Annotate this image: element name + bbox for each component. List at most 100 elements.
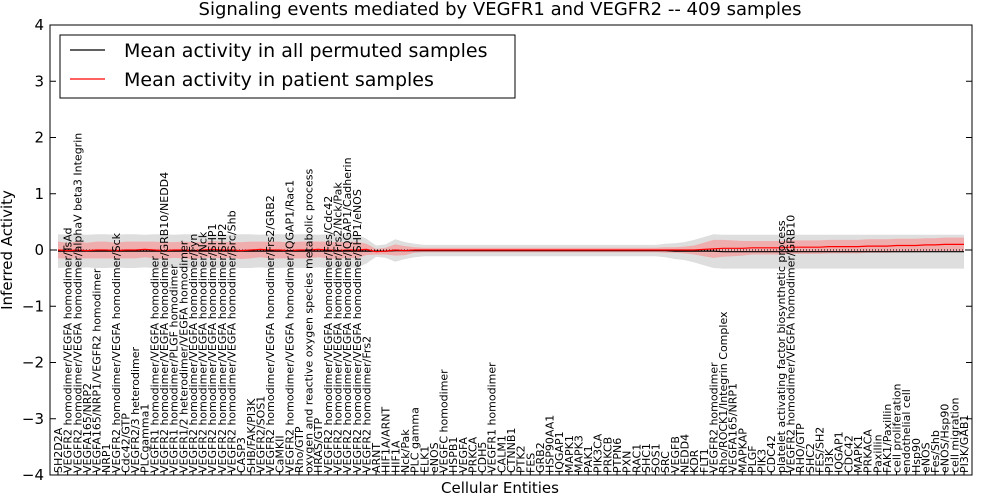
legend: Mean activity in all permuted samples Me… [59, 34, 516, 99]
category-label: PIK3CA [592, 433, 605, 473]
category-label: VEGFA165/NRP1 [727, 383, 740, 473]
y-tick-label: −2 [22, 354, 44, 372]
category-label: VEGFR2 homodimer/VEGFA homodimer/GRB10 [785, 215, 798, 473]
plot-frame [49, 24, 973, 476]
category-label: CDH5 [476, 442, 489, 473]
category-label: PRKCB [601, 437, 614, 473]
category-label: ARNT [370, 443, 383, 473]
category-label: FES/SH2 [813, 427, 826, 473]
category-label: Rho/ROCK1/Integrin Complex [717, 311, 730, 473]
category-label: NEDD4 [679, 434, 692, 473]
category-label: SOS1 [650, 443, 663, 473]
y-tick-label: 3 [34, 72, 44, 90]
x-axis-label: Cellular Entities [441, 479, 559, 497]
category-label: FLT1 [698, 448, 711, 473]
category-label: SRC [659, 451, 672, 473]
category-label: PLCgamma1 [139, 404, 152, 473]
y-axis-ticks: −4 −3 −2 −1 0 1 2 3 4 [22, 16, 972, 484]
category-label: VEGFR2 homodimer/VEGFA homodimer/GRB10/N… [158, 172, 171, 473]
category-label: HRAS/GTP [312, 417, 325, 473]
category-label: platelet activating factor biosynthetic … [775, 220, 788, 473]
category-label: VEGFR1 homodimer/PLGF homodimer [168, 264, 181, 473]
category-label: SH2D2A [52, 427, 65, 473]
category-label: IQGAP1 [833, 431, 846, 473]
category-label: VEGFR2 homodimer/VEGFA homodimer/IQGAP1/… [341, 157, 354, 473]
bands-group [58, 234, 964, 269]
category-label: VEGFR1 homodimer/VEGFA homodimer [148, 256, 161, 473]
category-label: VEGFA [457, 437, 470, 473]
category-label: VEGFR2 homodimer/VEGFA homodimer/IQGAP1/… [283, 180, 296, 473]
category-label: PLGF [746, 445, 759, 473]
category-label: PTK2 [515, 445, 528, 473]
category-label: CaMKII [274, 435, 287, 473]
x-axis-ticks [57, 471, 965, 475]
category-label: VEGFR1 homodimer [486, 362, 499, 473]
legend-patient-label: Mean activity in patient samples [124, 69, 434, 91]
category-label: MAPK1 [563, 435, 576, 473]
category-label: ELK1 [418, 446, 431, 473]
category-label: KDR [688, 449, 701, 473]
category-label: eNOS [919, 442, 932, 473]
y-tick-label: −3 [22, 410, 44, 428]
category-label: VEGFR2 homodimer/VEGFA homodimer/Fes/Cdc… [322, 196, 335, 473]
category-label: CTNNB1 [505, 428, 518, 473]
category-label: PAK1 [582, 445, 595, 473]
patient-band [58, 237, 964, 259]
category-label: VEGFR2 homodimer/VEGFA homodimer/Nck [197, 231, 210, 473]
category-label: cell migration [948, 397, 961, 473]
category-label: FES [524, 453, 537, 473]
category-label: VEGFR2 homodimer/VEGFA homodimer/Sck [110, 232, 123, 473]
category-label: VEGFR2 homodimer/VEGFA homodimer/SHP2 [216, 224, 229, 473]
y-tick-label: 2 [34, 129, 44, 147]
category-label: MAPKAP [736, 428, 749, 473]
category-label: MAPK1 [852, 435, 865, 473]
category-label: PRKCA [466, 436, 479, 473]
category-label: PI3K/GAB1 [958, 415, 971, 473]
category-label: VEGFR2/3 heterodimer [129, 346, 142, 473]
y-tick-label: 1 [34, 185, 44, 203]
chart-title: Signaling events mediated by VEGFR1 and … [199, 0, 802, 20]
category-label: VEGFR2 homodimer/Frs2 [360, 336, 373, 473]
y-tick-label: 0 [34, 241, 44, 259]
category-label: HSP90AA1 [544, 415, 557, 473]
category-label: VEGFR2/SOS1 [254, 396, 267, 473]
y-tick-label: −1 [22, 297, 44, 315]
category-label: SHB/FAK/PI3K [245, 398, 258, 473]
category-label: VEGFR2 homodimer/VEGFA homodimer/Frs2/Nc… [332, 182, 345, 473]
category-label: PI3K [823, 448, 836, 473]
category-label: CDC42 [842, 435, 855, 473]
category-label: PXN [621, 451, 634, 473]
category-label: VEGFC homodimer [438, 369, 451, 473]
category-label: VEGFR2 homodimer [707, 362, 720, 473]
category-label: HSPB1 [447, 437, 460, 473]
legend-box [59, 34, 516, 99]
category-label: HIF1A [389, 440, 402, 473]
category-label: oxygen and reactive oxygen species metab… [303, 169, 316, 473]
category-label: cell proliferation [891, 383, 904, 473]
category-label: Nck/Pak [399, 429, 412, 473]
category-label: VEGFR2 homodimer/VEGFA homodimer/Fyn [187, 234, 200, 473]
category-label: VEGFB [669, 436, 682, 473]
category-label: VEGFA165/NRP1/VEGFR2 homodimer [91, 268, 104, 473]
y-axis-label: Inferred Activity [0, 190, 16, 310]
category-label: PLC gamma [409, 407, 422, 473]
category-label: CALM1 [495, 435, 508, 473]
category-label: PIK3 [756, 449, 769, 473]
category-label: VEGFA165/NRP2 [81, 383, 94, 473]
category-label: NRP1 [100, 443, 113, 473]
category-label: Rho/GTP [293, 426, 306, 473]
legend-permuted-label: Mean activity in all permuted samples [124, 40, 487, 62]
category-label: MAPK3 [573, 435, 586, 473]
category-label: eNOS/Hsp90 [939, 404, 952, 473]
category-label: IQGAP1 [553, 431, 566, 473]
category-label: HIF1A/ARNT [380, 407, 393, 473]
category-label: VEGFR2 homodimer/VEGFA homodimer/SHP1 [206, 224, 219, 473]
category-label: VEGFR2 homodimer/VEGFA homodimer/Src/Shb [226, 210, 239, 473]
category-label: SHC2 [804, 443, 817, 473]
category-label: PRKACA [862, 429, 875, 473]
category-label: GRB2 [534, 442, 547, 473]
category-label: VEGFR1/2 heterodimer/VEGFA homodimer [177, 240, 190, 473]
category-label: VEGFR2 homodimer/VEGFA homodimer/SHP1/eN… [351, 189, 364, 473]
category-label: RHO/GTP [794, 423, 807, 473]
